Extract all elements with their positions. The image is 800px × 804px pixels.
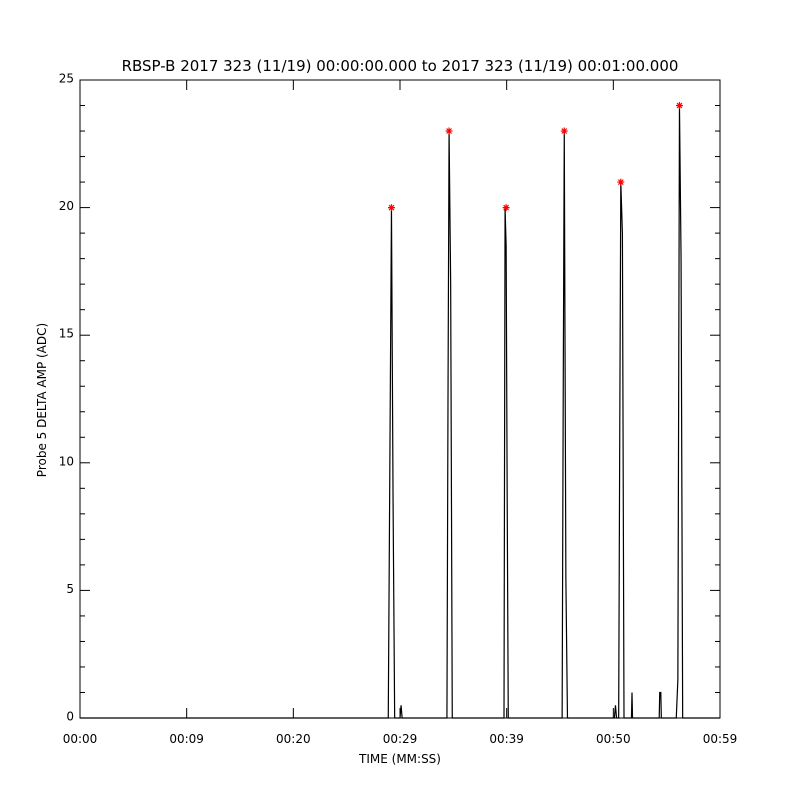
- x-tick-label: 00:20: [276, 732, 311, 746]
- y-tick-label: 5: [66, 582, 74, 596]
- y-tick-label: 10: [59, 454, 74, 468]
- y-tick-label: 15: [59, 327, 74, 341]
- peak-marker: [502, 204, 510, 212]
- x-tick-label: 00:00: [63, 732, 98, 746]
- peak-marker: [387, 204, 395, 212]
- chart-title: RBSP-B 2017 323 (11/19) 00:00:00.000 to …: [122, 57, 679, 75]
- x-tick-label: 00:39: [489, 732, 524, 746]
- peak-marker: [617, 178, 625, 186]
- x-tick-label: 00:09: [169, 732, 204, 746]
- peak-marker: [675, 102, 683, 110]
- y-tick-label: 20: [59, 199, 74, 213]
- peak-marker: [560, 127, 568, 135]
- data-line: [80, 105, 720, 719]
- y-tick-label: 25: [59, 72, 74, 86]
- x-tick-label: 00:50: [596, 732, 631, 746]
- y-axis-label: Probe 5 DELTA AMP (ADC): [35, 323, 49, 477]
- x-tick-label: 00:29: [383, 732, 418, 746]
- x-axis-label: TIME (MM:SS): [358, 752, 441, 766]
- x-tick-label: 00:59: [703, 732, 738, 746]
- y-tick-label: 0: [66, 710, 74, 724]
- peak-marker: [445, 127, 453, 135]
